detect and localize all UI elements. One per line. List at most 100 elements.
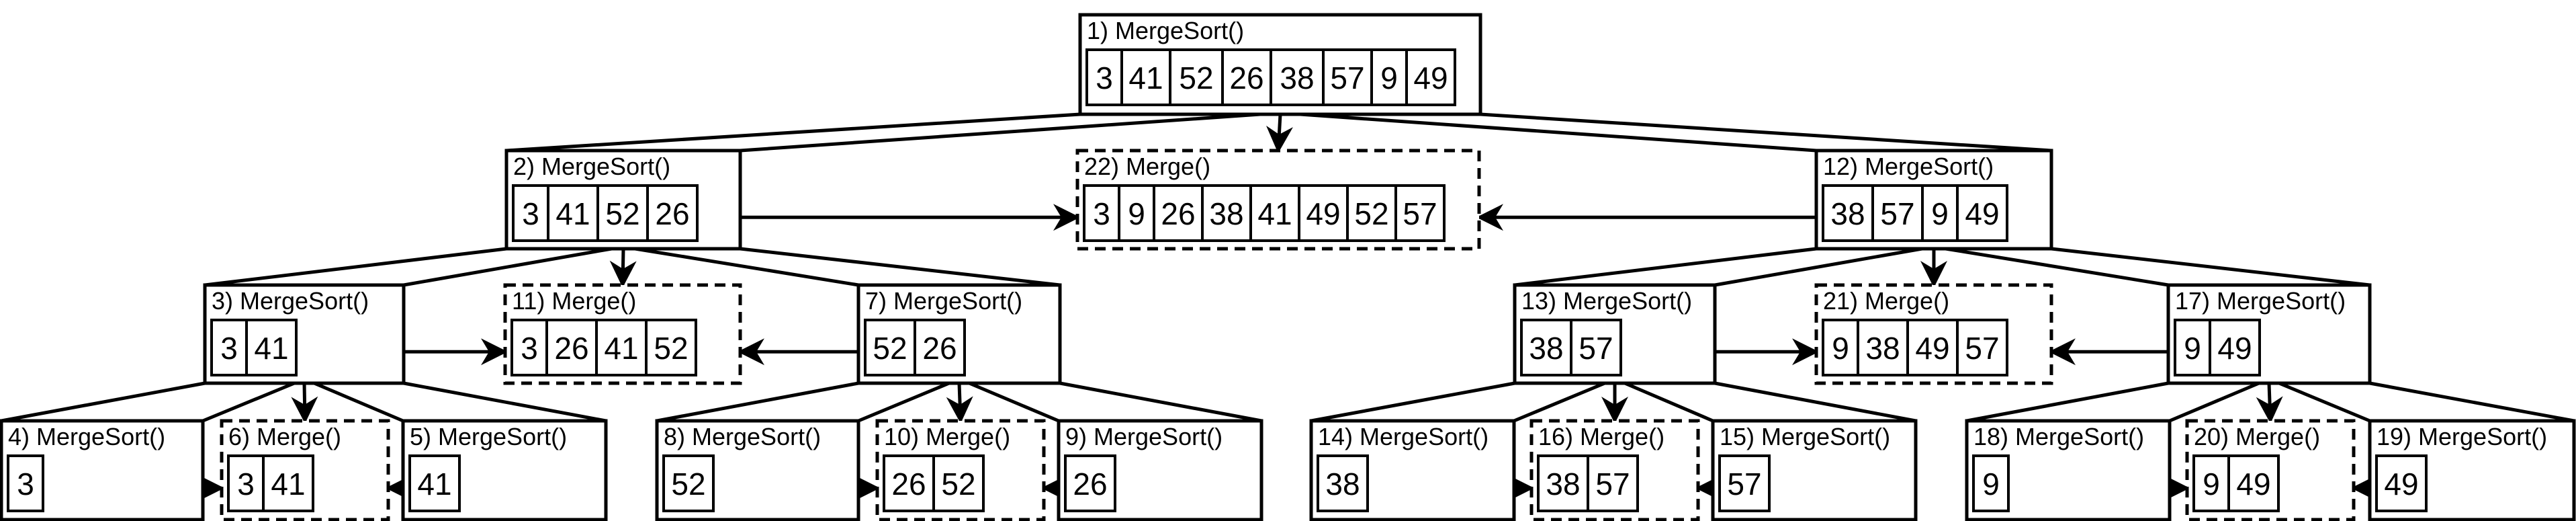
array-value: 49: [1965, 196, 1999, 231]
merge-node: 10) Merge() 26 52: [875, 419, 1046, 521]
array-cell: [1085, 48, 1123, 106]
split-edge: [740, 247, 1061, 287]
split-edge: [202, 381, 296, 423]
array-value: 26: [891, 467, 926, 502]
split-edge: [1300, 112, 1817, 153]
array-value: 49: [1413, 61, 1448, 95]
array-cell: [1537, 454, 1589, 512]
array-value: 49: [2384, 467, 2418, 502]
node-layer: 1) MergeSort() 3 41 52 26 38 57 9 49 2) MergeSort…: [0, 13, 2576, 521]
split-edge: [204, 247, 507, 287]
array-value: 9: [1931, 196, 1949, 231]
split-edge: [1311, 381, 1515, 423]
node-label: 15) MergeSort(): [1720, 423, 1890, 450]
split-edge: [2051, 247, 2370, 287]
array-value: 38: [1830, 196, 1865, 231]
array-cell: [864, 319, 916, 376]
split-edge: [1624, 381, 1714, 423]
array-cell: [1064, 454, 1116, 512]
array-value: 26: [1229, 61, 1263, 95]
mergesort-node: 18) MergeSort() 9: [1965, 419, 2172, 521]
mergesort-node: 19) MergeSort() 49: [2368, 419, 2576, 521]
array-cell: [595, 319, 648, 376]
array-cell: [1520, 319, 1572, 376]
array-cell: [512, 184, 549, 242]
array-cell: [1718, 454, 1771, 512]
array-value: 38: [1529, 331, 1563, 366]
array-cell: [1394, 184, 1446, 242]
split-edge: [656, 381, 859, 423]
array-value: 41: [417, 467, 451, 502]
node-label: 18) MergeSort(): [1973, 423, 2144, 450]
array-cell: [1221, 48, 1272, 106]
array-cell: [1083, 184, 1120, 242]
mergesort-node: 9) MergeSort() 26: [1057, 419, 1263, 521]
merge-node: 20) Merge() 9 49: [2185, 419, 2356, 521]
mergesort-node: 15) MergeSort() 57: [1711, 419, 1918, 521]
array-cell: [1322, 48, 1373, 106]
array-value: 41: [254, 331, 288, 366]
array-cell: [7, 454, 44, 512]
split-edge: [1714, 247, 1922, 287]
split-edge: [2169, 381, 2260, 423]
array-cell: [2209, 319, 2261, 376]
split-edge: [2369, 381, 2575, 423]
split-edge: [2278, 381, 2370, 423]
split-edge: [1513, 381, 1606, 423]
split-edge: [1514, 247, 1817, 287]
array-value: 26: [1161, 196, 1195, 231]
array-value: 3: [17, 467, 34, 502]
array-value: 57: [1595, 467, 1630, 502]
mergesort-node: 7) MergeSort() 52 26: [856, 283, 1062, 385]
node-label: 9) MergeSort(): [1065, 423, 1223, 450]
array-cell: [645, 319, 697, 376]
split-edge: [403, 381, 607, 423]
array-value: 9: [1380, 61, 1398, 95]
node-label: 4) MergeSort(): [8, 423, 165, 450]
node-label: 22) Merge(): [1084, 153, 1210, 180]
array-value: 52: [1179, 61, 1213, 95]
split-edge: [634, 247, 859, 287]
node-label: 13) MergeSort(): [1521, 287, 1692, 315]
array-cell: [1822, 184, 1874, 242]
array-value: 57: [1330, 61, 1364, 95]
split-edge: [740, 112, 1261, 153]
node-label: 7) MergeSort(): [865, 287, 1022, 315]
node-label: 16) Merge(): [1538, 423, 1664, 450]
array-cell: [914, 319, 966, 376]
array-cell: [408, 454, 461, 512]
mergesort-node: 8) MergeSort() 52: [655, 419, 860, 521]
array-cell: [1405, 48, 1456, 106]
array-cell: [2227, 454, 2280, 512]
array-cell: [210, 319, 248, 376]
down-arrow: [1266, 114, 1293, 153]
split-edge: [858, 381, 950, 423]
array-value: 3: [1093, 196, 1110, 231]
array-cell: [662, 454, 715, 512]
array-cell: [1298, 184, 1349, 242]
mergesort-node: 3) MergeSort() 3 41: [203, 283, 406, 385]
array-value: 9: [2203, 467, 2220, 502]
array-value: 41: [604, 331, 638, 366]
node-label: 10) Merge(): [884, 423, 1010, 450]
down-arrow: [946, 383, 973, 424]
mergesort-node: 14) MergeSort() 38: [1309, 419, 1516, 521]
array-cell: [1201, 184, 1252, 242]
array-cell: [1317, 454, 1369, 512]
array-value: 38: [1546, 467, 1580, 502]
array-value: 26: [554, 331, 588, 366]
edge-layer: [1, 112, 2575, 502]
down-arrow: [2256, 383, 2283, 424]
array-value: 41: [1128, 61, 1163, 95]
split-edge: [1480, 112, 2052, 153]
array-cell: [245, 319, 298, 376]
array-value: 57: [1727, 467, 1761, 502]
array-cell: [1956, 319, 2008, 376]
array-value: 52: [605, 196, 639, 231]
node-label: 12) MergeSort(): [1823, 153, 1994, 180]
array-cell: [932, 454, 985, 512]
array-cell: [1587, 454, 1639, 512]
array-value: 49: [2236, 467, 2270, 502]
array-value: 26: [922, 331, 957, 366]
